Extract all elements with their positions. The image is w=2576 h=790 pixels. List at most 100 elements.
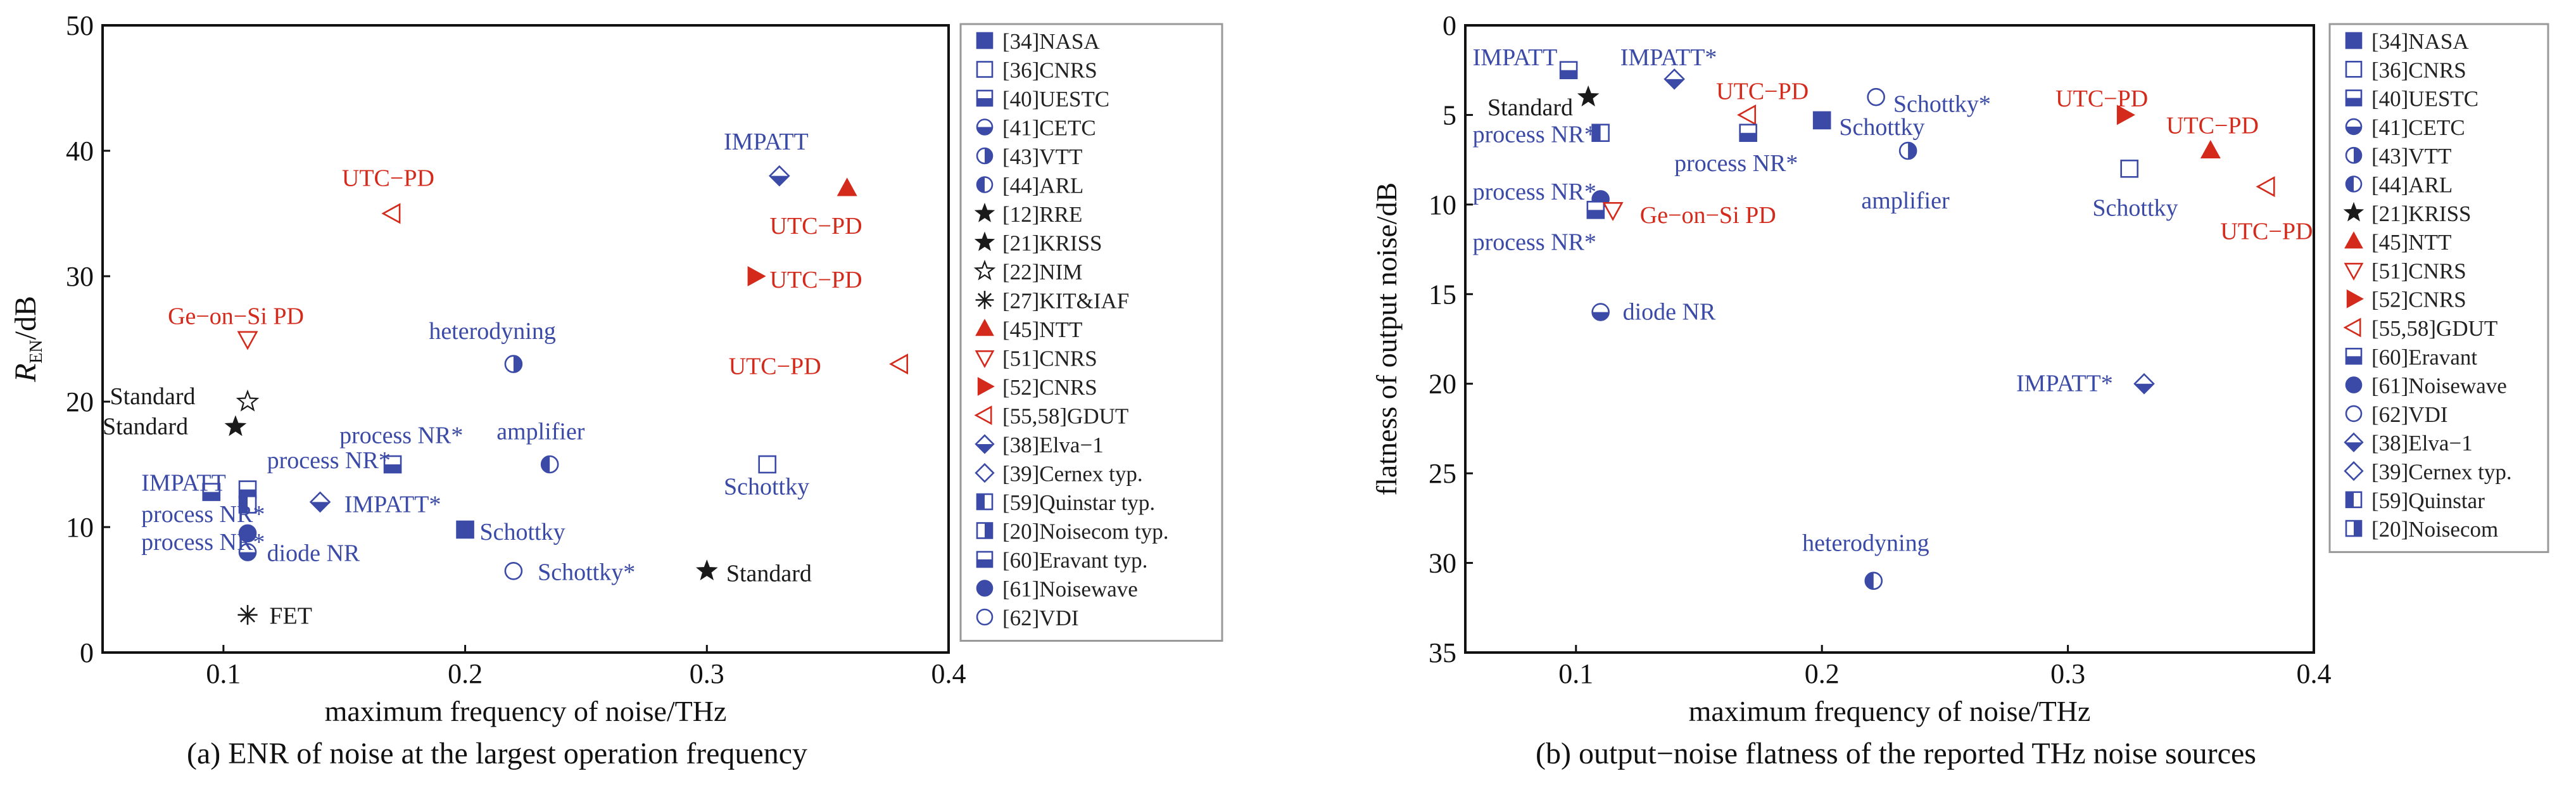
- legend-label: [52]CNRS: [2371, 288, 2466, 312]
- data-point: [202, 483, 221, 501]
- legend-marker: [976, 118, 994, 136]
- point-annotation: Schottky: [724, 474, 809, 500]
- legend-marker: [974, 405, 992, 425]
- data-point: [504, 355, 523, 373]
- legend-marker: [975, 434, 995, 454]
- point-annotation: process NR*: [1473, 179, 1596, 205]
- legend-label: [38]Elva−1: [2371, 431, 2473, 456]
- point-annotation: heterodyning: [429, 318, 556, 345]
- y-tick-label: 10: [1429, 189, 1456, 220]
- y-tick-label: 15: [1429, 279, 1456, 310]
- data-point: [2133, 373, 2155, 395]
- legend-label: [61]Noisewave: [2371, 374, 2507, 398]
- data-point: [381, 203, 401, 224]
- legend-label: [44]ARL: [2371, 173, 2453, 198]
- legend-marker: [2345, 405, 2363, 423]
- data-point: [504, 561, 523, 580]
- legend-marker: [975, 350, 995, 368]
- point-annotation: IMPATT*: [344, 491, 441, 518]
- legend-label: [60]Eravant typ.: [1002, 548, 1147, 573]
- y-tick-label: 5: [1443, 99, 1456, 131]
- point-annotation: amplifier: [496, 419, 585, 445]
- legend-marker: [2345, 376, 2363, 393]
- point-annotation: Standard: [110, 383, 195, 410]
- data-point: [1591, 303, 1610, 321]
- legend-marker: [2345, 347, 2363, 365]
- legend-label: [20]Noisecom typ.: [1002, 519, 1168, 544]
- data-point: [1559, 61, 1578, 80]
- legend-label: [38]Elva−1: [1002, 433, 1104, 457]
- legend-label: [59]Quinstar typ.: [1002, 490, 1155, 515]
- legend-marker: [2345, 61, 2363, 78]
- legend-marker: [976, 551, 994, 568]
- plot-area: [101, 24, 950, 654]
- legend-label: [27]KIT&IAF: [1002, 289, 1129, 314]
- point-annotation: process NR*: [1473, 229, 1596, 255]
- y-tick-label: 30: [66, 261, 94, 292]
- y-axis-label-sub: EN: [27, 340, 46, 363]
- data-point: [236, 389, 260, 412]
- x-tick-label: 0.3: [690, 658, 724, 689]
- point-annotation: UTC−PD: [2055, 86, 2148, 112]
- legend-marker: [975, 319, 994, 336]
- point-annotation: amplifier: [1861, 188, 1950, 214]
- legend-label: [40]UESTC: [2371, 87, 2478, 111]
- legend-label: [61]Noisewave: [1002, 577, 1138, 602]
- point-annotation: IMPATT: [1473, 44, 1558, 71]
- legend-label: [59]Quinstar: [2371, 488, 2485, 513]
- legend-marker: [976, 32, 994, 49]
- y-tick-label: 0: [1443, 10, 1456, 41]
- legend-label: [55,58]GDUT: [2371, 316, 2497, 341]
- legend-marker: [976, 89, 994, 107]
- legend-marker: [2343, 317, 2361, 338]
- legend: [2328, 23, 2549, 553]
- x-axis-label: maximum frequency of noise/THz: [1689, 695, 2091, 727]
- legend-marker: [2344, 262, 2364, 281]
- legend-marker: [976, 147, 994, 165]
- x-tick-label: 0.2: [448, 658, 483, 689]
- legend-marker: [2345, 146, 2363, 164]
- point-annotation: process NR*: [1473, 122, 1596, 148]
- legend-marker: [2345, 118, 2363, 136]
- x-tick-label: 0.4: [931, 658, 966, 689]
- y-tick-label: 10: [66, 512, 94, 543]
- data-point: [1591, 124, 1610, 143]
- chart-panel-flatness: 0.1 0.2 0.3 0.4 0 5 10 15 20 25 30 35 maximum freque…: [1370, 10, 2549, 770]
- point-annotation: UTC−PD: [2220, 218, 2313, 245]
- data-point: [383, 455, 402, 474]
- data-point: [758, 455, 777, 474]
- legend-label: [62]VDI: [1002, 606, 1079, 630]
- data-point: [695, 559, 718, 581]
- legend-marker: [976, 493, 994, 511]
- point-annotation: UTC−PD: [729, 354, 821, 380]
- legend-label: [51]CNRS: [1002, 347, 1097, 371]
- legend-label: [22]NIM: [1002, 260, 1082, 284]
- data-point: [456, 520, 474, 539]
- legend-marker: [977, 377, 995, 396]
- y-tick-label: 35: [1429, 637, 1456, 668]
- data-point: [747, 266, 766, 286]
- data-point: [238, 495, 257, 514]
- point-annotation: IMPATT: [724, 129, 809, 155]
- legend-marker: [975, 291, 994, 309]
- legend-marker: [2345, 491, 2363, 509]
- x-tick-label: 0.1: [1558, 658, 1593, 689]
- point-annotation: process NR*: [267, 447, 391, 474]
- legend-marker: [2345, 175, 2363, 193]
- point-annotation: Standard: [726, 560, 812, 587]
- legend-marker: [976, 580, 994, 597]
- x-tick-label: 0.1: [206, 658, 241, 689]
- legend-label: [40]UESTC: [1002, 87, 1109, 111]
- data-point: [1867, 87, 1885, 106]
- y-tick-label: 20: [1429, 369, 1456, 400]
- data-point: [1664, 68, 1685, 90]
- y-axis-label: REN/dB: [9, 296, 46, 383]
- data-point: [2200, 139, 2221, 159]
- legend-marker: [2344, 461, 2364, 481]
- x-tick-label: 0.2: [1805, 658, 1840, 689]
- data-point: [2120, 159, 2138, 178]
- data-point: [1812, 111, 1831, 130]
- point-annotation: IMPATT: [141, 470, 226, 497]
- legend-marker: [2345, 519, 2363, 537]
- data-point: [1602, 201, 1624, 221]
